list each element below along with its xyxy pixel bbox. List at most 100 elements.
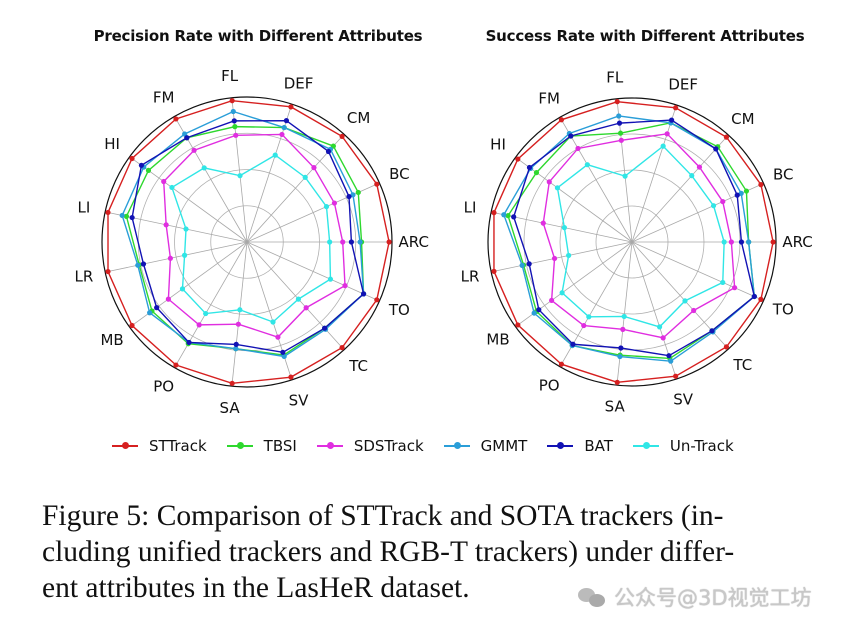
point-sdstrack-li [540,220,546,226]
grid-spoke [246,241,380,302]
point-gmmt-lr [135,262,141,268]
series-line-tbsi [507,122,756,360]
point-sdstrack-sv [660,335,666,341]
point-bat-lr [140,261,147,267]
point-bat-cm [713,146,719,152]
axis-label-def: DEF [668,76,698,94]
legend-swatch [226,442,253,449]
caption-line: ent attributes in the LasHeR dataset. [42,572,470,604]
point-sttrack-arc [386,239,392,245]
axis-label-sv: SV [673,390,694,408]
series-sdstrack [161,131,348,340]
axis-label-bc: BC [773,166,794,184]
point-bat-hi [526,164,533,171]
point-sdstrack-bc [331,200,338,206]
series-bat [129,118,367,355]
point-sdstrack-tc [303,305,309,311]
outer-ring [487,97,777,387]
legend-item-gmmt: GMMT [443,437,527,455]
axis-label-sa: SA [220,399,241,417]
point-gmmt-fl [230,108,236,115]
axis-label-lr: LR [75,268,94,286]
point-sttrack-tc [339,345,345,351]
point-tbsi-hi [533,169,540,176]
point-sttrack-li [105,209,111,216]
series-line-un-track [556,145,725,328]
grid-spoke [616,241,633,386]
point-un-track-fl [237,173,243,179]
point-bat-sv [280,349,286,355]
axis-label-hi: HI [104,135,120,153]
point-sttrack-mb [515,322,521,328]
axis-label-bc: BC [389,165,410,183]
point-un-track-li [561,225,567,231]
point-un-track-sa [237,307,243,313]
point-tbsi-hi [145,167,152,174]
series-line-sttrack [493,100,774,384]
point-bat-arc [738,239,745,245]
point-un-track-bc [710,203,717,209]
point-gmmt-li [119,212,125,219]
legend-swatch [632,442,659,449]
point-sttrack-lr [105,268,111,275]
legend-label: Un-Track [669,437,734,455]
grid-spoke [631,134,729,243]
series-line-gmmt [503,115,756,362]
point-bat-mb [536,307,542,313]
point-gmmt-sv [281,353,287,360]
point-sdstrack-to [342,283,348,289]
axis-label-po: PO [539,376,560,394]
point-sttrack-cm [339,133,345,139]
legend-label: TBSI [263,437,297,455]
point-un-track-cm [689,173,695,179]
point-bat-li [511,214,517,220]
axis-label-li: LI [464,199,477,217]
point-un-track-fl [622,173,628,179]
point-sttrack-lr [491,268,497,274]
legend: STTrack TBSI SDSTrack GMMT BAT Un-Track [112,437,754,455]
grid-spoke [631,104,677,243]
point-un-track-to [327,276,334,282]
point-bat-def [669,117,675,123]
point-gmmt-mb [531,310,537,316]
point-un-track-tc [682,298,688,304]
point-sttrack-sa [614,379,620,385]
point-sttrack-hi [129,155,135,162]
point-sttrack-fl [229,98,235,104]
point-bat-li [129,214,135,221]
axis-label-mb: MB [100,331,123,349]
point-sttrack-bc [374,181,380,187]
axis-label-li: LI [78,198,91,216]
point-sttrack-fm [558,117,565,123]
point-sdstrack-def [664,131,670,137]
axis-label-to: TO [388,301,410,319]
point-un-track-fm [584,162,590,168]
point-sdstrack-lr [167,255,174,261]
point-gmmt-sa [617,353,623,360]
point-bat-tc [709,328,715,334]
axis-label-cm: CM [731,110,754,128]
axis-label-fl: FL [221,67,239,85]
point-gmmt-lr [519,262,525,268]
point-sdstrack-fl [618,137,624,143]
point-un-track-lr [566,252,572,259]
point-sttrack-bc [758,182,764,188]
point-gmmt-bc [738,190,744,196]
point-sttrack-cm [723,134,730,140]
point-tbsi-li [123,213,130,219]
point-sdstrack-bc [720,198,726,205]
series-line-un-track [171,154,332,323]
grid-spoke [231,241,248,387]
point-bat-fl [616,120,623,126]
axis-label-cm: CM [347,109,370,127]
point-sttrack-fm [173,116,179,122]
legend-swatch [443,442,470,449]
point-gmmt-bc [350,192,356,198]
legend-label: SDSTrack [353,437,424,455]
point-sttrack-to [758,296,764,302]
point-tbsi-fl [617,130,624,136]
point-bat-tc [322,325,328,331]
series-line-gmmt [121,110,365,358]
axis-label-arc: ARC [399,233,429,251]
point-sttrack-hi [515,156,521,162]
